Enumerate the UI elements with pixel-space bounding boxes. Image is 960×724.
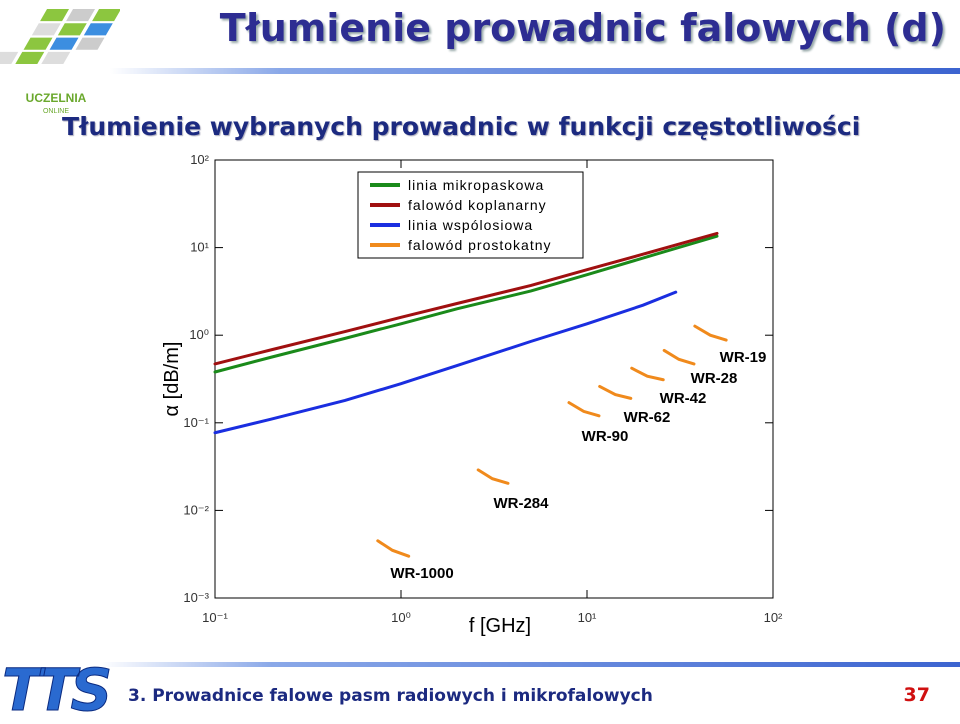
y-tick-label: 10² bbox=[190, 152, 209, 167]
series-line bbox=[376, 324, 728, 558]
legend-label: linia mikropaskowa bbox=[408, 177, 544, 193]
logo-tiles bbox=[0, 8, 120, 65]
legend-label: falowód prostokatny bbox=[408, 237, 552, 253]
legend-label: falowód koplanarny bbox=[408, 197, 547, 213]
series-line bbox=[213, 231, 719, 366]
footer-logo: TTS bbox=[1, 656, 112, 724]
x-tick-label: 10⁻¹ bbox=[202, 610, 228, 625]
annotation: WR-1000 bbox=[390, 565, 453, 582]
series-line bbox=[213, 290, 678, 435]
y-axis-label: α [dB/m] bbox=[161, 342, 183, 417]
annotation: WR-284 bbox=[493, 495, 549, 512]
chart: f [GHz] α [dB/m] 10⁻¹ 10⁰ 10¹ 10² 10⁻³ 10⁻² 10… bbox=[161, 152, 783, 637]
plot-frame bbox=[214, 159, 774, 599]
x-tick-label: 10² bbox=[764, 610, 783, 625]
page-number: 37 bbox=[903, 684, 930, 706]
x-axis-label: f [GHz] bbox=[469, 615, 531, 637]
annotation: WR-62 bbox=[624, 409, 671, 426]
slide-subtitle: Tłumienie wybranych prowadnic w funkcji … bbox=[62, 112, 861, 141]
annotation: WR-19 bbox=[720, 349, 767, 366]
logo-tagline: ONLINE bbox=[43, 108, 69, 115]
annotation: WR-28 bbox=[691, 370, 738, 387]
y-tick-label: 10⁻¹ bbox=[183, 415, 209, 430]
slide-title: Tłumienie prowadnic falowych (d) bbox=[219, 6, 946, 50]
x-tick-label: 10⁰ bbox=[391, 610, 411, 625]
y-tick-label: 10⁻² bbox=[183, 502, 209, 517]
annotation: WR-42 bbox=[660, 390, 707, 407]
logo: UCZELNIA ONLINE bbox=[0, 8, 120, 115]
annotation: WR-90 bbox=[582, 428, 629, 445]
logo-name: UCZELNIA bbox=[26, 91, 87, 105]
series-line bbox=[213, 234, 719, 374]
footer-text: 3. Prowadnice falowe pasm radiowych i mi… bbox=[128, 686, 653, 706]
y-tick-label: 10¹ bbox=[190, 240, 209, 255]
title-rule bbox=[110, 68, 960, 74]
y-tick-label: 10⁰ bbox=[189, 327, 209, 342]
x-tick-label: 10¹ bbox=[578, 610, 597, 625]
y-tick-label: 10⁻³ bbox=[183, 590, 209, 605]
footer-rule bbox=[100, 662, 960, 667]
legend-label: linia wspólosiowa bbox=[408, 217, 533, 233]
